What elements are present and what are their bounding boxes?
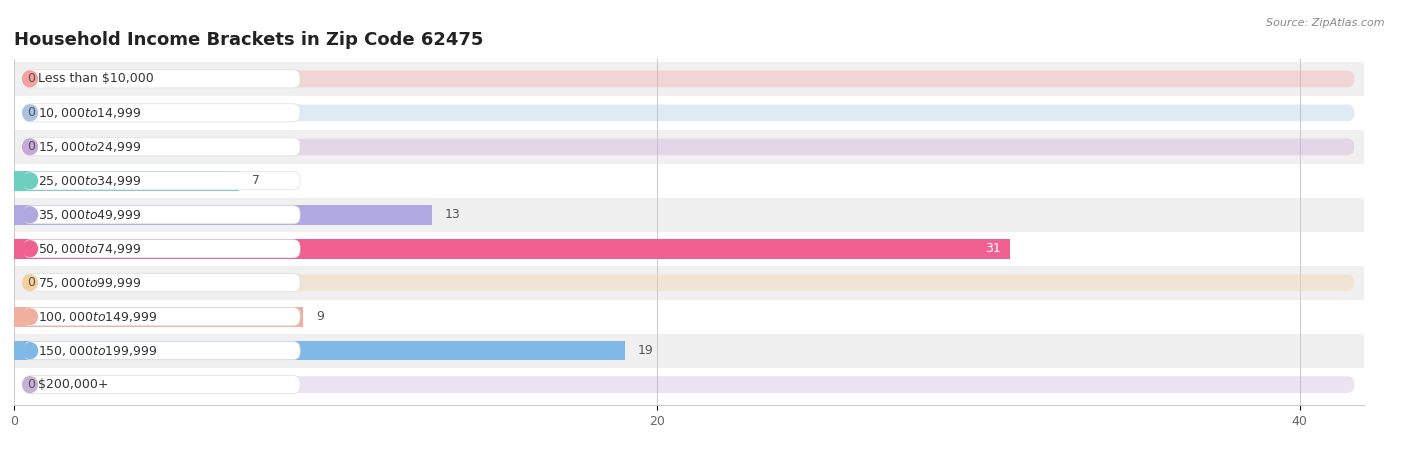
Text: $25,000 to $34,999: $25,000 to $34,999 xyxy=(38,174,142,188)
Bar xyxy=(0,300,1406,333)
FancyBboxPatch shape xyxy=(24,274,299,292)
Circle shape xyxy=(22,207,38,223)
FancyBboxPatch shape xyxy=(24,104,1354,121)
Text: 19: 19 xyxy=(637,344,654,357)
Circle shape xyxy=(22,173,38,189)
Text: 0: 0 xyxy=(27,378,35,391)
Text: 7: 7 xyxy=(252,174,260,187)
Text: $200,000+: $200,000+ xyxy=(38,378,108,391)
FancyBboxPatch shape xyxy=(24,104,299,122)
Text: 13: 13 xyxy=(444,208,460,221)
Text: Less than $10,000: Less than $10,000 xyxy=(38,72,153,86)
Bar xyxy=(0,368,1406,401)
Bar xyxy=(0,232,1406,266)
Circle shape xyxy=(22,105,38,121)
Bar xyxy=(14,171,239,191)
Text: $150,000 to $199,999: $150,000 to $199,999 xyxy=(38,344,157,358)
Circle shape xyxy=(22,275,38,291)
FancyBboxPatch shape xyxy=(24,71,1354,87)
Text: 0: 0 xyxy=(27,72,35,86)
Text: 9: 9 xyxy=(316,310,323,323)
FancyBboxPatch shape xyxy=(24,274,1354,291)
Bar xyxy=(0,164,1406,198)
Text: $15,000 to $24,999: $15,000 to $24,999 xyxy=(38,140,142,154)
FancyBboxPatch shape xyxy=(24,206,299,224)
Bar xyxy=(14,341,624,360)
Text: $50,000 to $74,999: $50,000 to $74,999 xyxy=(38,242,142,256)
Bar xyxy=(0,198,1406,232)
Text: 0: 0 xyxy=(27,140,35,153)
FancyBboxPatch shape xyxy=(24,172,299,190)
Text: 0: 0 xyxy=(27,106,35,119)
Circle shape xyxy=(22,377,38,392)
Bar xyxy=(0,96,1406,130)
Bar xyxy=(0,266,1406,300)
Text: $100,000 to $149,999: $100,000 to $149,999 xyxy=(38,310,157,324)
Text: 0: 0 xyxy=(27,276,35,289)
FancyBboxPatch shape xyxy=(24,70,299,88)
Bar xyxy=(0,62,1406,96)
Text: $35,000 to $49,999: $35,000 to $49,999 xyxy=(38,208,142,222)
Circle shape xyxy=(22,309,38,324)
Text: Household Income Brackets in Zip Code 62475: Household Income Brackets in Zip Code 62… xyxy=(14,31,484,49)
FancyBboxPatch shape xyxy=(24,308,299,326)
FancyBboxPatch shape xyxy=(24,139,1354,155)
Text: 31: 31 xyxy=(986,242,1001,255)
FancyBboxPatch shape xyxy=(24,138,299,156)
FancyBboxPatch shape xyxy=(24,376,1354,393)
Bar xyxy=(14,205,432,225)
Text: $10,000 to $14,999: $10,000 to $14,999 xyxy=(38,106,142,120)
Circle shape xyxy=(22,139,38,155)
Circle shape xyxy=(22,71,38,87)
FancyBboxPatch shape xyxy=(24,342,299,360)
FancyBboxPatch shape xyxy=(24,376,299,394)
Text: Source: ZipAtlas.com: Source: ZipAtlas.com xyxy=(1267,18,1385,28)
Circle shape xyxy=(22,241,38,256)
Bar xyxy=(14,239,1011,259)
Bar xyxy=(0,130,1406,164)
Text: $75,000 to $99,999: $75,000 to $99,999 xyxy=(38,276,142,290)
Bar xyxy=(14,307,304,327)
Bar xyxy=(0,333,1406,368)
FancyBboxPatch shape xyxy=(24,240,299,258)
Circle shape xyxy=(22,343,38,359)
